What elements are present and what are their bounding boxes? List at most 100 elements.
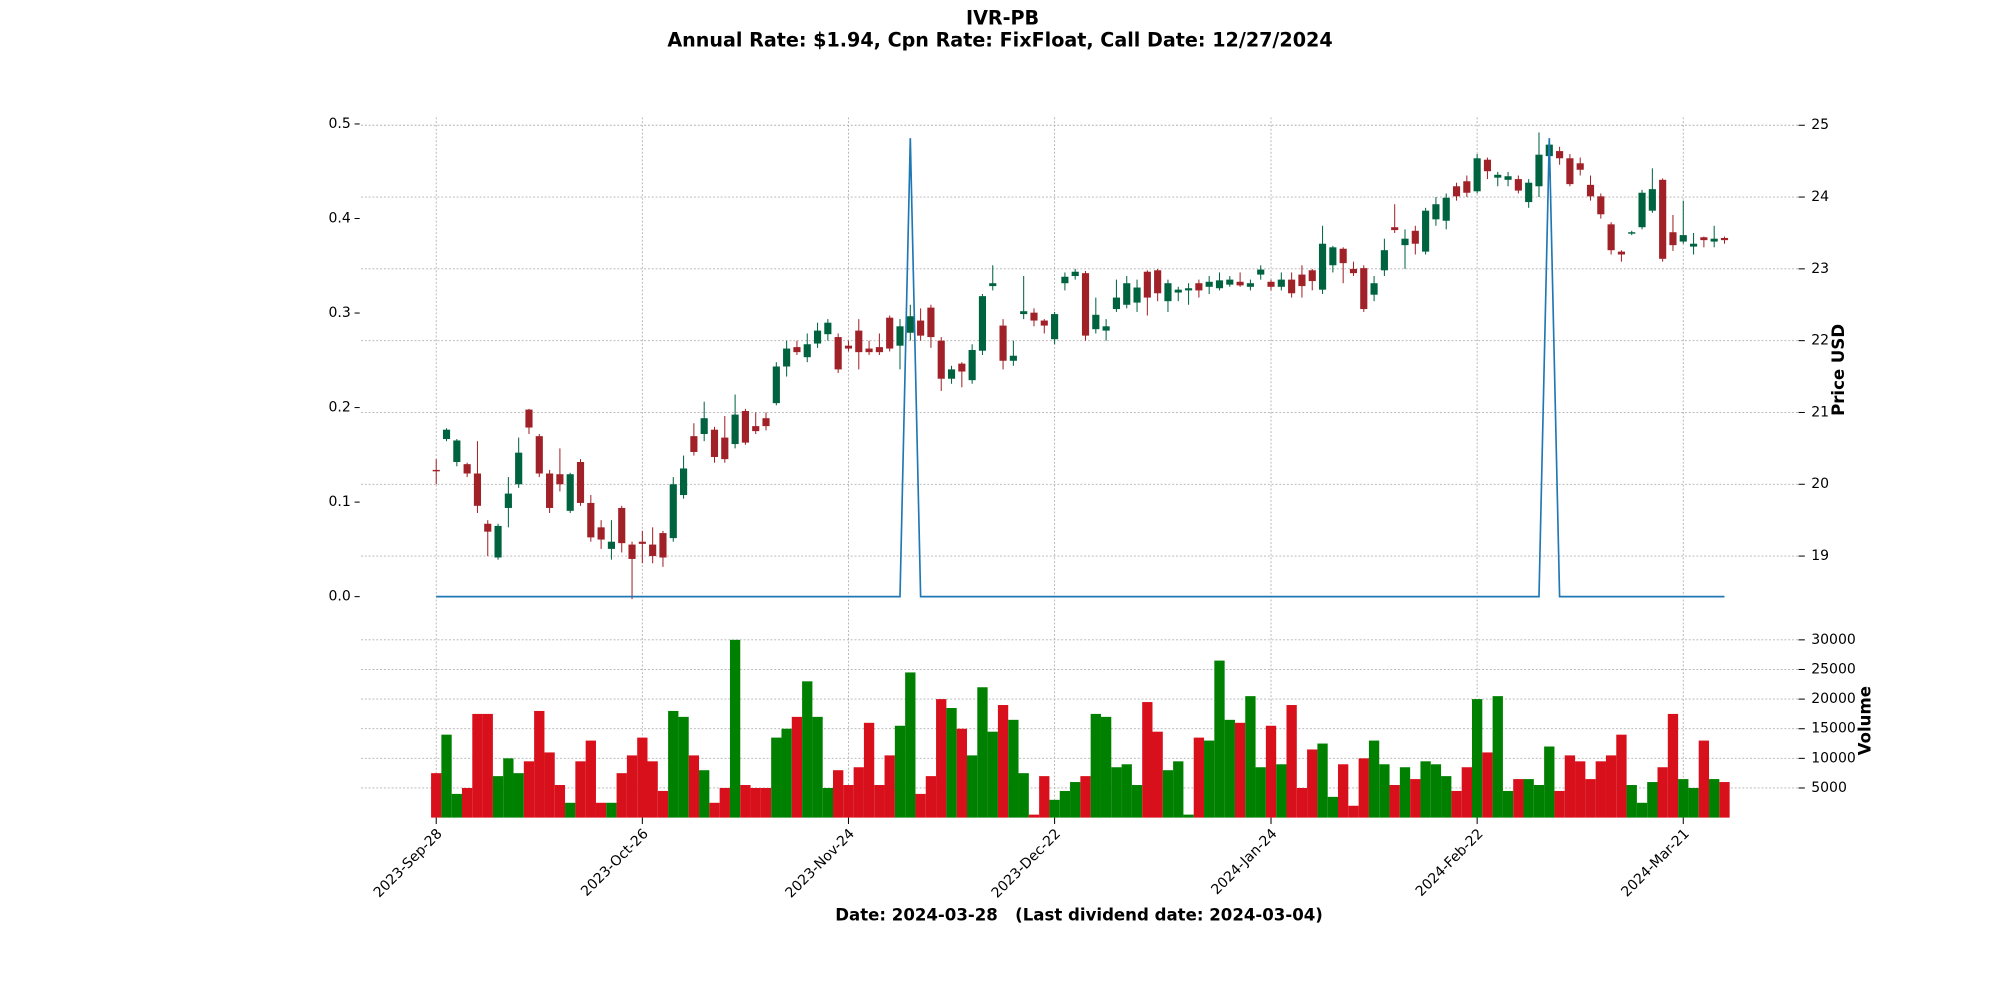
volume-bar (1647, 782, 1658, 818)
volume-bar (1162, 770, 1174, 818)
volume-bar (554, 785, 566, 818)
volume-bar (1564, 755, 1576, 818)
chart-subtitle: Annual Rate: $1.94, Cpn Rate: FixFloat, … (667, 28, 1332, 51)
candle-body (453, 440, 461, 463)
volume-bar (843, 785, 854, 818)
candle-body (1617, 251, 1625, 255)
candle-body (1164, 283, 1172, 302)
candle-body (1648, 189, 1656, 211)
candle-body (1700, 237, 1708, 241)
candle-body (1401, 238, 1409, 246)
candle-body (1133, 287, 1141, 303)
x-tick-label: 2024-Feb-22 (1413, 826, 1487, 900)
volume-bar (740, 785, 751, 818)
candle-body (628, 544, 636, 559)
candle-body (659, 533, 667, 558)
candle-body (1185, 288, 1193, 291)
volume-bar (1430, 764, 1442, 818)
volume-tick-label: 25000 (1811, 661, 1856, 677)
y-tick-label: 0.2 (328, 400, 350, 416)
candle-body (1463, 181, 1471, 193)
volume-bar (441, 734, 452, 818)
volume-bar (472, 713, 483, 818)
candle-body (432, 469, 440, 472)
candle-body (1535, 154, 1543, 187)
volume-bar (1368, 740, 1380, 818)
candle-body (844, 345, 853, 349)
volume-bar (905, 672, 916, 818)
x-axis-label: Date: 2024-03-28 (Last dividend date: 20… (835, 905, 1323, 924)
y2-tick-label: 25 (1811, 117, 1829, 133)
volume-bar (1131, 785, 1143, 818)
volume-bar (1018, 773, 1029, 818)
volume-bar (853, 767, 864, 818)
candle-body (576, 462, 585, 503)
y2-tick-label: 19 (1811, 548, 1829, 564)
volume-bar (1008, 719, 1019, 818)
candle-body (556, 474, 564, 485)
volume-bar (492, 776, 504, 818)
candle-body (1349, 268, 1358, 274)
x-tick-label: 2023-Oct-26 (578, 826, 652, 900)
volume-bar (729, 639, 741, 818)
volume-bar (1327, 796, 1339, 818)
chart-title: IVR-PB (966, 7, 1039, 30)
volume-bar (1441, 776, 1452, 818)
y2-tick-label: 23 (1811, 261, 1829, 277)
volume-bar (760, 787, 772, 818)
volume-bar (1090, 713, 1101, 818)
volume-bar (812, 716, 823, 818)
volume-tick-label: 30000 (1811, 632, 1856, 648)
candle-body (1720, 237, 1729, 241)
volume-bar (956, 728, 967, 818)
candle-body (618, 507, 626, 544)
x-tick-label: 2024-Mar-21 (1618, 826, 1692, 900)
volume-bar (699, 770, 710, 818)
volume-bar (1255, 767, 1266, 818)
candle-body (1009, 355, 1017, 361)
volume-bar (1276, 764, 1287, 818)
volume-bar (1204, 740, 1215, 818)
volume-bar (1585, 779, 1596, 818)
volume-bar (874, 785, 885, 818)
volume-tick-label: 10000 (1811, 750, 1856, 766)
volume-bar (925, 776, 937, 818)
candle-body (1267, 281, 1275, 287)
candle-body (1339, 248, 1347, 264)
candle-body (1040, 320, 1048, 326)
candle-body (1380, 250, 1388, 271)
candle-body (1360, 268, 1368, 310)
candle-body (535, 436, 543, 474)
volume-bar (1698, 740, 1710, 818)
candle-body (1628, 232, 1636, 234)
candle-body (546, 473, 554, 508)
candle-body (1030, 312, 1038, 321)
volume-bar (513, 773, 524, 818)
candle-body (597, 527, 605, 540)
volume-bar (1471, 699, 1483, 818)
volume-bar (1688, 787, 1699, 818)
volume-bar (1595, 761, 1606, 818)
candle-body (906, 316, 914, 333)
candle-body (978, 296, 987, 351)
y2-tick-label: 24 (1811, 189, 1829, 205)
volume-bar (451, 793, 462, 818)
volume-bar (1719, 782, 1730, 818)
y2-tick-label: 22 (1811, 333, 1829, 349)
y2-axis-label: Price USD (1829, 324, 1848, 416)
volume-bar (1389, 785, 1400, 818)
volume-bar (936, 699, 947, 818)
candle-body (1452, 186, 1461, 197)
candle-body (473, 473, 482, 506)
volume-bar (1461, 767, 1472, 818)
volume-bar (1265, 725, 1277, 818)
candle-body (1174, 289, 1182, 293)
volume-bar (719, 787, 730, 818)
candle-body (1277, 279, 1285, 287)
candle-body (442, 429, 451, 440)
volume-bar (482, 713, 493, 818)
candle-body (958, 363, 966, 372)
volume-bar (946, 707, 957, 818)
volume-bar (1296, 787, 1308, 818)
